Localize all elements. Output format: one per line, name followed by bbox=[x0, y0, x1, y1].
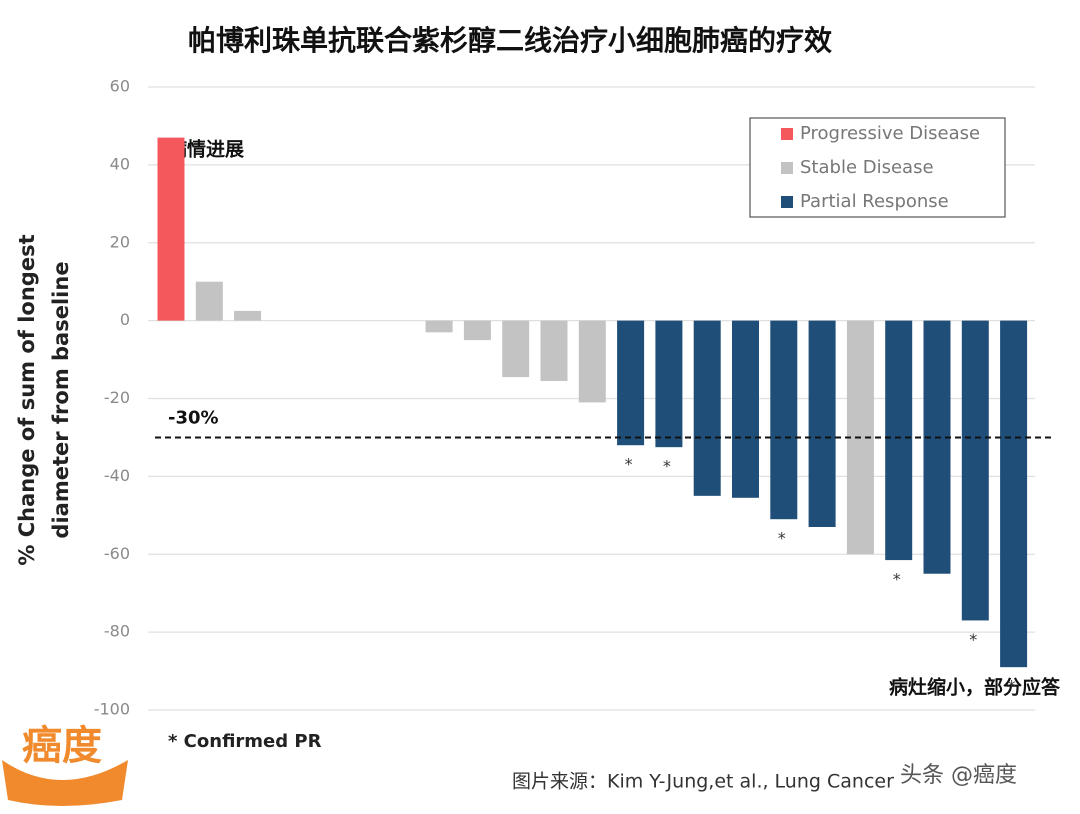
watermark: 头条 @癌度 bbox=[900, 763, 1017, 788]
y-tick-label: -80 bbox=[104, 622, 130, 641]
bar bbox=[540, 320, 568, 381]
y-tick-label: 40 bbox=[110, 154, 130, 173]
legend-label: Partial Response bbox=[800, 191, 949, 212]
bar bbox=[157, 137, 185, 321]
asterisk: * bbox=[1008, 677, 1016, 696]
logo: 癌度 bbox=[2, 723, 128, 806]
logo-shape bbox=[2, 760, 128, 806]
legend-label: Stable Disease bbox=[800, 157, 934, 178]
legend-swatch bbox=[781, 196, 793, 208]
y-axis-label: % Change of sum of longest bbox=[15, 234, 39, 565]
bar bbox=[693, 320, 721, 496]
y-tick-label: -60 bbox=[104, 544, 130, 563]
bar bbox=[234, 310, 262, 321]
bar bbox=[732, 320, 759, 498]
legend-label: Progressive Disease bbox=[800, 123, 980, 144]
asterisk: * bbox=[663, 457, 671, 476]
bar bbox=[578, 320, 606, 403]
bar bbox=[463, 320, 491, 341]
y-tick-label: -20 bbox=[104, 388, 130, 407]
bar bbox=[425, 320, 453, 333]
annotation: 病情进展 bbox=[168, 138, 244, 161]
bar bbox=[808, 320, 836, 527]
source: 图片来源：Kim Y-Jung,et al., Lung Cancer bbox=[512, 771, 894, 793]
y-tick-label: -100 bbox=[94, 700, 130, 719]
footnote: * Confirmed PR bbox=[168, 731, 322, 752]
asterisk: * bbox=[969, 630, 977, 649]
bar bbox=[1000, 320, 1028, 668]
y-tick-label: 60 bbox=[110, 77, 130, 96]
bar bbox=[655, 320, 683, 448]
asterisk: * bbox=[893, 570, 901, 589]
legend: Progressive Disease Stable Disease Partial… bbox=[749, 117, 1006, 218]
logo-text: 癌度 bbox=[22, 723, 102, 769]
chart-title: 帕博利珠单抗联合紫杉醇二线治疗小细胞肺癌的疗效 bbox=[188, 24, 832, 57]
y-axis-label: diameter from baseline bbox=[49, 261, 73, 538]
asterisk: * bbox=[625, 455, 633, 474]
bar bbox=[502, 320, 530, 378]
y-tick-label: -40 bbox=[104, 466, 130, 485]
bar bbox=[923, 320, 951, 574]
legend-swatch bbox=[781, 162, 793, 174]
bar bbox=[617, 320, 645, 446]
reference-label: -30% bbox=[168, 407, 219, 428]
bar bbox=[195, 281, 223, 321]
y-tick-label: 20 bbox=[110, 232, 130, 251]
asterisk: * bbox=[778, 529, 786, 548]
bar bbox=[770, 320, 798, 520]
bar bbox=[961, 320, 989, 621]
y-tick-label: 0 bbox=[120, 310, 130, 329]
annotation: 病灶缩小，部分应答 bbox=[889, 676, 1061, 699]
legend-swatch bbox=[781, 128, 793, 140]
bar bbox=[885, 320, 913, 561]
